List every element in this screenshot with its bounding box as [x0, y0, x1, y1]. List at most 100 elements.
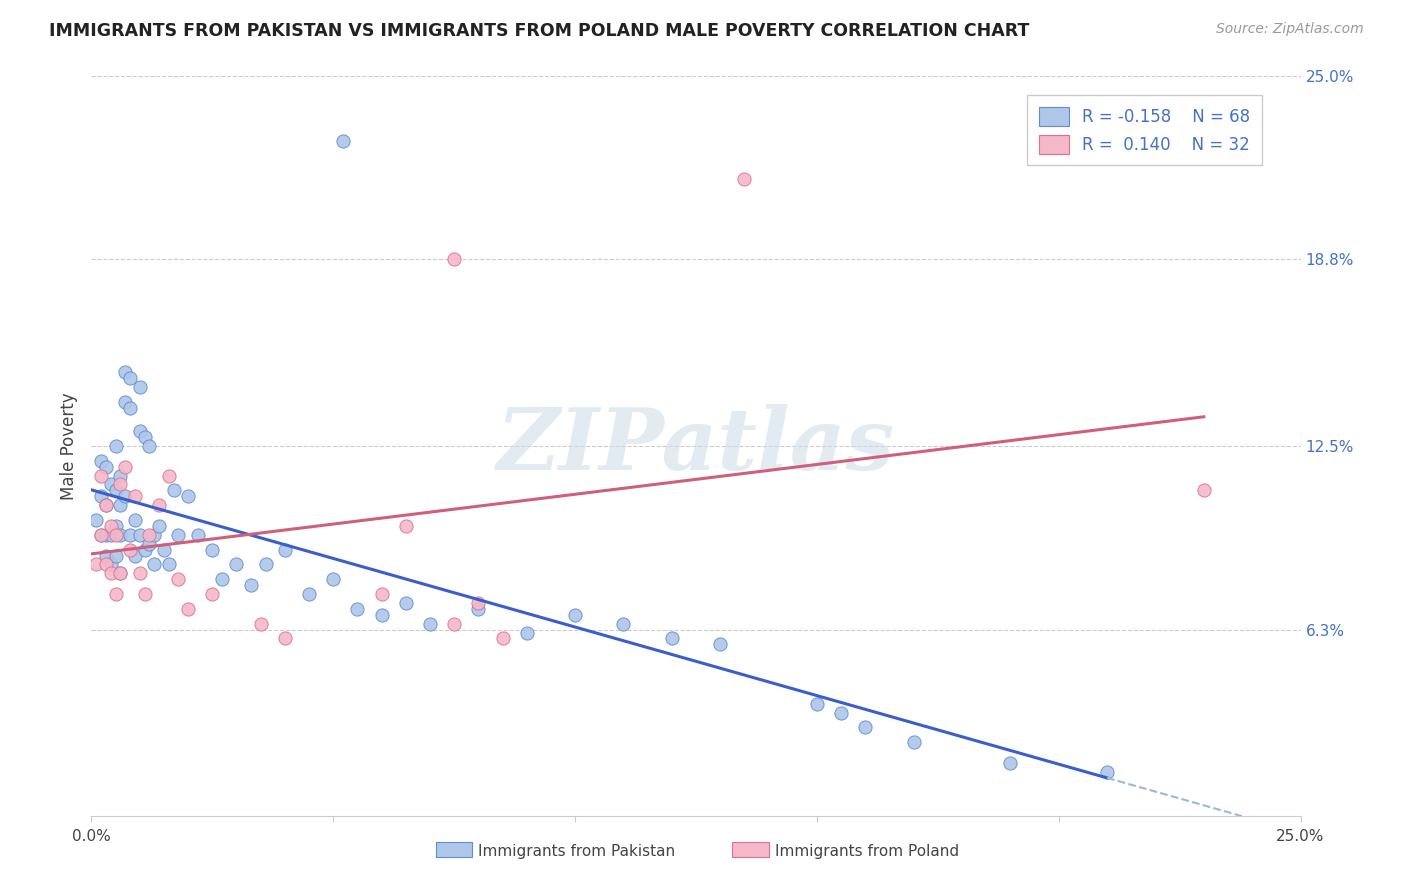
Point: [249, 616, 271, 631]
Point: [157, 558, 180, 572]
Point: [90, 468, 112, 483]
Point: [134, 542, 156, 557]
Point: [104, 549, 127, 563]
Point: [419, 616, 441, 631]
Point: [104, 587, 127, 601]
Point: [114, 459, 136, 474]
Point: [516, 625, 538, 640]
Point: [114, 489, 136, 503]
Point: [211, 572, 233, 586]
Point: [114, 365, 136, 379]
Point: [187, 528, 209, 542]
Text: Immigrants from Poland: Immigrants from Poland: [775, 844, 959, 859]
Point: [167, 528, 190, 542]
Point: [120, 542, 142, 557]
Point: [94, 558, 117, 572]
Point: [134, 430, 156, 444]
Point: [100, 519, 122, 533]
FancyBboxPatch shape: [733, 842, 769, 857]
Point: [153, 542, 176, 557]
Point: [94, 549, 117, 563]
Point: [100, 528, 122, 542]
Point: [370, 607, 392, 622]
Legend: R = -0.158    N = 68, R =  0.140    N = 32: R = -0.158 N = 68, R = 0.140 N = 32: [1028, 95, 1263, 165]
Point: [90, 454, 112, 468]
Point: [128, 528, 150, 542]
Point: [443, 252, 465, 267]
Point: [100, 566, 122, 581]
Point: [177, 489, 200, 503]
Point: [612, 616, 634, 631]
Point: [138, 528, 160, 542]
Point: [104, 439, 127, 453]
Point: [128, 566, 150, 581]
Point: [110, 468, 132, 483]
Point: [148, 519, 170, 533]
Point: [201, 587, 224, 601]
Point: [254, 558, 277, 572]
Point: [162, 483, 184, 498]
Point: [110, 566, 132, 581]
Point: [443, 616, 465, 631]
Point: [806, 697, 828, 711]
Point: [903, 735, 925, 749]
Text: ZIPatlas: ZIPatlas: [496, 404, 896, 488]
Point: [661, 632, 683, 646]
Text: Source: ZipAtlas.com: Source: ZipAtlas.com: [1216, 22, 1364, 37]
Point: [346, 602, 368, 616]
Point: [90, 489, 112, 503]
Point: [298, 587, 321, 601]
Point: [157, 468, 180, 483]
Point: [1192, 483, 1215, 498]
Point: [90, 528, 112, 542]
Point: [120, 401, 142, 415]
Point: [274, 632, 297, 646]
Point: [110, 477, 132, 491]
Point: [100, 477, 122, 491]
Point: [138, 439, 160, 453]
Point: [332, 134, 354, 148]
Point: [491, 632, 513, 646]
Point: [134, 587, 156, 601]
Point: [104, 483, 127, 498]
Point: [143, 528, 166, 542]
Point: [1000, 756, 1022, 770]
Point: [120, 528, 142, 542]
Point: [124, 489, 146, 503]
Y-axis label: Male Poverty: Male Poverty: [59, 392, 77, 500]
Point: [94, 528, 117, 542]
Point: [94, 498, 117, 512]
Point: [94, 459, 117, 474]
Point: [395, 596, 418, 610]
Point: [564, 607, 586, 622]
Point: [853, 720, 876, 734]
Point: [733, 172, 755, 186]
Point: [120, 371, 142, 385]
FancyBboxPatch shape: [436, 842, 472, 857]
Point: [148, 498, 170, 512]
Text: Immigrants from Pakistan: Immigrants from Pakistan: [478, 844, 675, 859]
Point: [177, 602, 200, 616]
Point: [1095, 764, 1118, 779]
Point: [114, 394, 136, 409]
Point: [128, 380, 150, 394]
Point: [124, 513, 146, 527]
Text: IMMIGRANTS FROM PAKISTAN VS IMMIGRANTS FROM POLAND MALE POVERTY CORRELATION CHAR: IMMIGRANTS FROM PAKISTAN VS IMMIGRANTS F…: [49, 22, 1029, 40]
Point: [167, 572, 190, 586]
Point: [143, 558, 166, 572]
Point: [240, 578, 263, 592]
Point: [128, 424, 150, 438]
Point: [709, 637, 731, 651]
Point: [322, 572, 344, 586]
Point: [124, 549, 146, 563]
Point: [104, 528, 127, 542]
Point: [467, 602, 489, 616]
Point: [90, 528, 112, 542]
Point: [84, 513, 107, 527]
Point: [138, 537, 160, 551]
Point: [94, 498, 117, 512]
Point: [110, 498, 132, 512]
Point: [100, 558, 122, 572]
Point: [84, 558, 107, 572]
Point: [110, 528, 132, 542]
